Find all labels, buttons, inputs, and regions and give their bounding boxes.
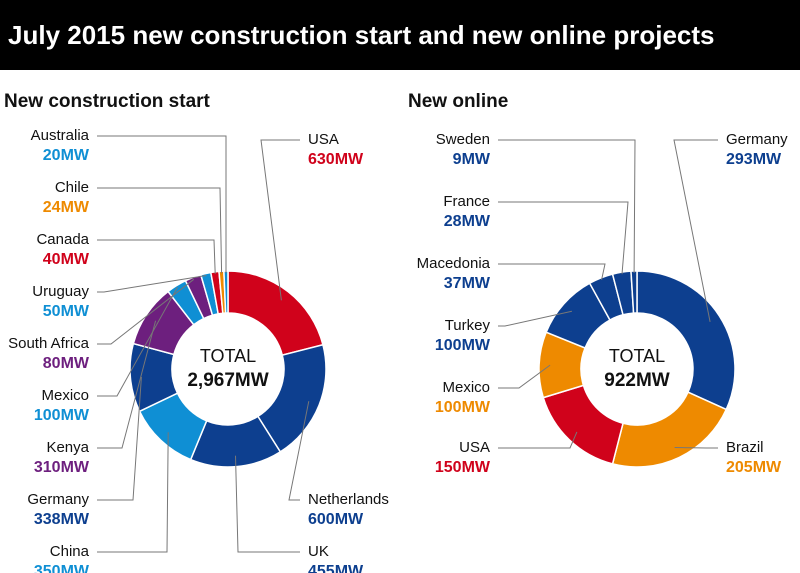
- label-value-online-usa: 150MW: [435, 459, 491, 476]
- center-label-construction: TOTAL: [200, 346, 256, 366]
- label-name-online-mexico: Mexico: [442, 379, 490, 396]
- label-value-online-mexico: 100MW: [435, 399, 491, 416]
- leader-line-online-sweden: [498, 139, 636, 274]
- slice-online-germany: [636, 270, 736, 411]
- leader-line-construction-chile: [97, 187, 223, 274]
- label-value-construction-china: 350MW: [34, 563, 90, 573]
- label-value-construction-uruguay: 50MW: [43, 303, 90, 320]
- label-name-construction-usa: USA: [308, 131, 339, 148]
- label-value-online-turkey: 100MW: [435, 337, 491, 354]
- leader-line-construction-uk: [235, 455, 300, 553]
- label-value-online-macedonia: 37MW: [444, 275, 491, 292]
- page-title: July 2015 new construction start and new…: [0, 0, 800, 70]
- label-name-construction-uk: UK: [308, 543, 329, 560]
- label-value-online-sweden: 9MW: [453, 151, 491, 168]
- label-value-construction-south-africa: 80MW: [43, 355, 90, 372]
- label-name-construction-uruguay: Uruguay: [32, 283, 89, 300]
- label-value-construction-kenya: 310MW: [34, 459, 90, 476]
- label-name-construction-germany: Germany: [27, 491, 89, 508]
- leader-line-online-mexico: [498, 364, 551, 389]
- leader-line-online-macedonia: [498, 263, 606, 280]
- leader-line-construction-kenya: [97, 320, 157, 449]
- leader-line-construction-china: [97, 432, 169, 553]
- label-name-construction-china: China: [50, 543, 90, 560]
- leader-line-online-brazil: [674, 447, 718, 449]
- label-value-construction-mexico: 100MW: [34, 407, 90, 424]
- leader-line-construction-usa: [260, 139, 300, 301]
- slice-online-usa: [542, 384, 624, 465]
- label-value-construction-canada: 40MW: [43, 251, 90, 268]
- label-value-construction-germany: 338MW: [34, 511, 90, 528]
- label-name-online-brazil: Brazil: [726, 439, 764, 456]
- label-name-construction-kenya: Kenya: [46, 439, 89, 456]
- label-name-construction-australia: Australia: [31, 127, 90, 144]
- center-total-online: 922MW: [604, 370, 670, 391]
- label-value-online-germany: 293MW: [726, 151, 782, 168]
- slice-construction-usa: [227, 270, 324, 357]
- center-total-construction: 2,967MW: [187, 370, 268, 391]
- label-value-construction-chile: 24MW: [43, 199, 90, 216]
- label-value-construction-netherlands: 600MW: [308, 511, 364, 528]
- leader-line-construction-south-africa: [97, 278, 195, 345]
- label-name-construction-netherlands: Netherlands: [308, 491, 389, 508]
- leader-line-construction-germany: [97, 376, 142, 501]
- slice-online-sweden: [630, 270, 638, 314]
- label-name-construction-chile: Chile: [55, 179, 89, 196]
- label-name-online-sweden: Sweden: [436, 131, 490, 148]
- label-name-online-france: France: [443, 193, 490, 210]
- label-name-construction-canada: Canada: [36, 231, 89, 248]
- label-value-construction-usa: 630MW: [308, 151, 364, 168]
- label-value-online-brazil: 205MW: [726, 459, 782, 476]
- label-name-online-germany: Germany: [726, 131, 788, 148]
- label-value-construction-uk: 455MW: [308, 563, 364, 573]
- label-name-online-usa: USA: [459, 439, 490, 456]
- slice-online-brazil: [611, 391, 728, 468]
- label-name-online-turkey: Turkey: [445, 317, 491, 334]
- label-value-online-france: 28MW: [444, 213, 491, 230]
- leader-line-online-usa: [498, 431, 578, 449]
- leader-line-online-turkey: [498, 310, 573, 327]
- leader-line-construction-canada: [97, 239, 216, 274]
- leader-line-construction-mexico: [97, 287, 178, 397]
- leader-line-construction-australia: [97, 135, 227, 273]
- label-name-construction-mexico: Mexico: [41, 387, 89, 404]
- center-label-online: TOTAL: [609, 346, 665, 366]
- chart-title-construction: New construction start: [4, 91, 210, 112]
- label-name-online-macedonia: Macedonia: [417, 255, 491, 272]
- leader-line-construction-uruguay: [97, 275, 207, 293]
- chart-title-online: New online: [408, 91, 509, 112]
- leader-line-online-germany: [673, 139, 718, 322]
- label-name-construction-south-africa: South Africa: [8, 335, 90, 352]
- label-value-construction-australia: 20MW: [43, 147, 90, 164]
- slice-construction-australia: [223, 270, 229, 314]
- leader-line-online-france: [498, 201, 629, 275]
- leader-line-construction-netherlands: [288, 401, 310, 501]
